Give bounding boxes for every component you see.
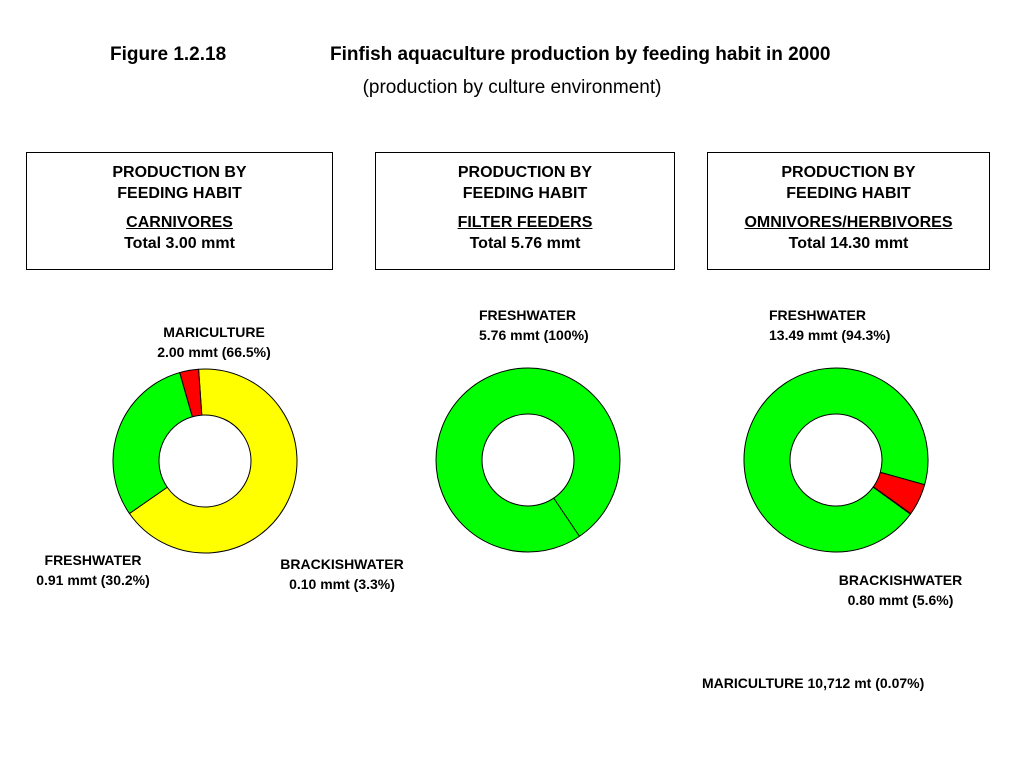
figure-title: Finfish aquaculture production by feedin… xyxy=(330,44,831,65)
donut-chart-3 xyxy=(743,367,929,553)
box-total: Total 14.30 mmt xyxy=(788,235,909,252)
box-heading-line1: PRODUCTION BY xyxy=(112,164,247,181)
slice-label-name: FRESHWATER xyxy=(44,552,142,568)
donut-chart-1 xyxy=(112,368,298,554)
box-heading-line1: PRODUCTION BY xyxy=(457,164,593,181)
box-category: OMNIVORES/HERBIVORES xyxy=(744,214,953,231)
feeding-habit-box-carnivores: PRODUCTION BY FEEDING HABIT CARNIVORES T… xyxy=(26,152,333,270)
slice-label-value: 5.76 mmt (100%) xyxy=(479,327,589,343)
box-heading-line2: FEEDING HABIT xyxy=(462,185,588,202)
slice-label-freshwater-filter-feeders: FRESHWATER 5.76 mmt (100%) xyxy=(479,305,589,345)
box-total: Total 5.76 mmt xyxy=(469,235,581,252)
box-total: Total 3.00 mmt xyxy=(124,235,235,252)
slice-label-value: 2.00 mmt (66.5%) xyxy=(157,344,271,360)
donut-slice-mariculture xyxy=(128,368,298,554)
slice-label-name: BRACKISHWATER xyxy=(280,556,404,572)
donut-slice-freshwater xyxy=(435,367,621,553)
slice-label-freshwater-carnivores: FRESHWATER 0.91 mmt (30.2%) xyxy=(18,550,168,590)
slice-label-value: 10,712 mt (0.07%) xyxy=(807,675,925,691)
figure-subtitle: (production by culture environment) xyxy=(362,77,662,98)
figure-label: Figure 1.2.18 xyxy=(110,44,227,65)
slice-label-name: MARICULTURE xyxy=(163,324,265,340)
donut-chart-2 xyxy=(435,367,621,553)
slice-label-value: 13.49 mmt (94.3%) xyxy=(769,327,891,343)
box-heading-line1: PRODUCTION BY xyxy=(781,164,916,181)
slice-label-brackishwater-carnivores: BRACKISHWATER 0.10 mmt (3.3%) xyxy=(262,554,422,594)
donut-slice-freshwater xyxy=(743,367,929,553)
donut-seam-line xyxy=(553,497,580,537)
box-heading-line2: FEEDING HABIT xyxy=(117,185,242,202)
donut-slice-freshwater xyxy=(112,372,193,515)
slice-label-name: MARICULTURE xyxy=(702,675,804,691)
box-category: FILTER FEEDERS xyxy=(457,214,593,231)
slice-label-freshwater-omnivores: FRESHWATER 13.49 mmt (94.3%) xyxy=(769,305,890,345)
donut-slice-brackishwater xyxy=(179,368,203,418)
box-heading-line2: FEEDING HABIT xyxy=(786,185,911,202)
feeding-habit-box-filter-feeders: PRODUCTION BY FEEDING HABIT FILTER FEEDE… xyxy=(375,152,675,270)
slice-label-brackishwater-omnivores: BRACKISHWATER 0.80 mmt (5.6%) xyxy=(818,570,983,610)
slice-label-mariculture-omnivores: MARICULTURE 10,712 mt (0.07%) xyxy=(702,673,924,693)
donut-slice-mariculture xyxy=(872,486,912,515)
slice-label-name: BRACKISHWATER xyxy=(838,572,963,588)
slice-label-mariculture-carnivores: MARICULTURE 2.00 mmt (66.5%) xyxy=(136,322,292,362)
slice-label-name: FRESHWATER xyxy=(769,307,866,323)
slice-label-value: 0.10 mmt (3.3%) xyxy=(289,576,395,592)
box-category: CARNIVORES xyxy=(126,214,233,231)
slice-label-value: 0.91 mmt (30.2%) xyxy=(36,572,150,588)
slice-label-name: FRESHWATER xyxy=(479,307,576,323)
feeding-habit-box-omnivores-herbivores: PRODUCTION BY FEEDING HABIT OMNIVORES/HE… xyxy=(707,152,990,270)
slice-label-value: 0.80 mmt (5.6%) xyxy=(847,592,954,608)
